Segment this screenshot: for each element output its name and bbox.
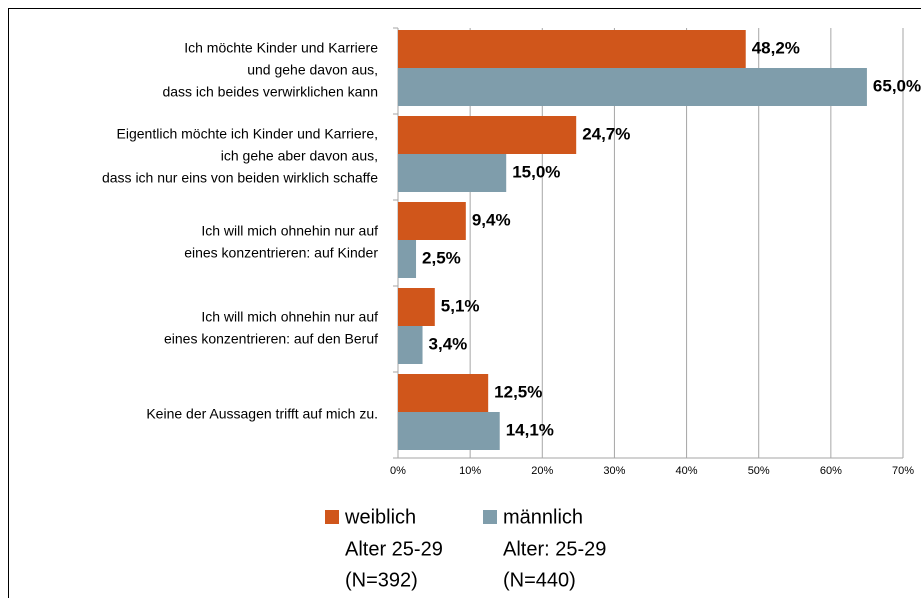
bar: [398, 288, 435, 326]
bar: [398, 154, 507, 192]
x-tick-label: 10%: [459, 465, 481, 477]
x-tick-label: 30%: [603, 465, 625, 477]
category-label: Eigentlich möchte ich Kinder und Karrier…: [117, 126, 378, 142]
x-tick-label: 20%: [531, 465, 553, 477]
category-label: und gehe davon aus,: [247, 62, 378, 78]
x-tick-label: 70%: [892, 465, 914, 477]
legend-label: weiblich: [344, 506, 416, 528]
category-label: ich gehe aber davon aus,: [221, 148, 378, 164]
legend-swatch: [483, 510, 497, 524]
frame: [8, 8, 921, 598]
bar: [398, 116, 577, 154]
value-label: 14,1%: [506, 420, 554, 439]
legend-label: männlich: [503, 506, 583, 528]
category-label: dass ich nur eins von beiden wirklich sc…: [102, 170, 378, 186]
value-label: 12,5%: [494, 382, 542, 401]
legend-note: Alter: 25-29: [503, 538, 606, 560]
value-label: 24,7%: [582, 124, 630, 143]
x-tick-label: 40%: [676, 465, 698, 477]
legend-note: (N=440): [503, 569, 576, 591]
value-label: 5,1%: [441, 296, 480, 315]
value-label: 3,4%: [429, 334, 468, 353]
legend-note: Alter 25-29: [345, 538, 443, 560]
value-label: 15,0%: [512, 162, 560, 181]
category-label: Ich möchte Kinder und Karriere: [184, 40, 378, 56]
bar: [398, 202, 466, 240]
value-label: 48,2%: [752, 38, 800, 57]
bar: [398, 68, 867, 106]
category-label: Ich will mich ohnehin nur auf: [201, 223, 378, 239]
bar: [398, 326, 423, 364]
legend-swatch: [325, 510, 339, 524]
category-label: dass ich beides verwirklichen kann: [162, 84, 378, 100]
value-label: 2,5%: [422, 248, 461, 267]
value-label: 65,0%: [873, 76, 921, 95]
category-label: eines konzentrieren: auf Kinder: [184, 245, 378, 261]
bar: [398, 240, 417, 278]
legend-note: (N=392): [345, 569, 418, 591]
category-label: eines konzentrieren: auf den Beruf: [164, 331, 378, 347]
x-tick-label: 60%: [820, 465, 842, 477]
bar: [398, 374, 489, 412]
bar: [398, 412, 500, 450]
category-label: Ich will mich ohnehin nur auf: [201, 309, 378, 325]
x-tick-label: 50%: [748, 465, 770, 477]
bar: [398, 30, 746, 68]
category-label: Keine der Aussagen trifft auf mich zu.: [146, 406, 378, 422]
value-label: 9,4%: [472, 210, 511, 229]
x-tick-label: 0%: [390, 465, 406, 477]
